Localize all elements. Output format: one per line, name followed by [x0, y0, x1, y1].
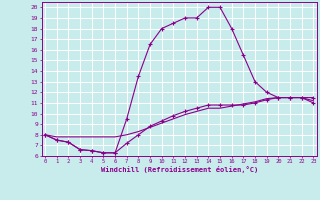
X-axis label: Windchill (Refroidissement éolien,°C): Windchill (Refroidissement éolien,°C): [100, 166, 258, 173]
